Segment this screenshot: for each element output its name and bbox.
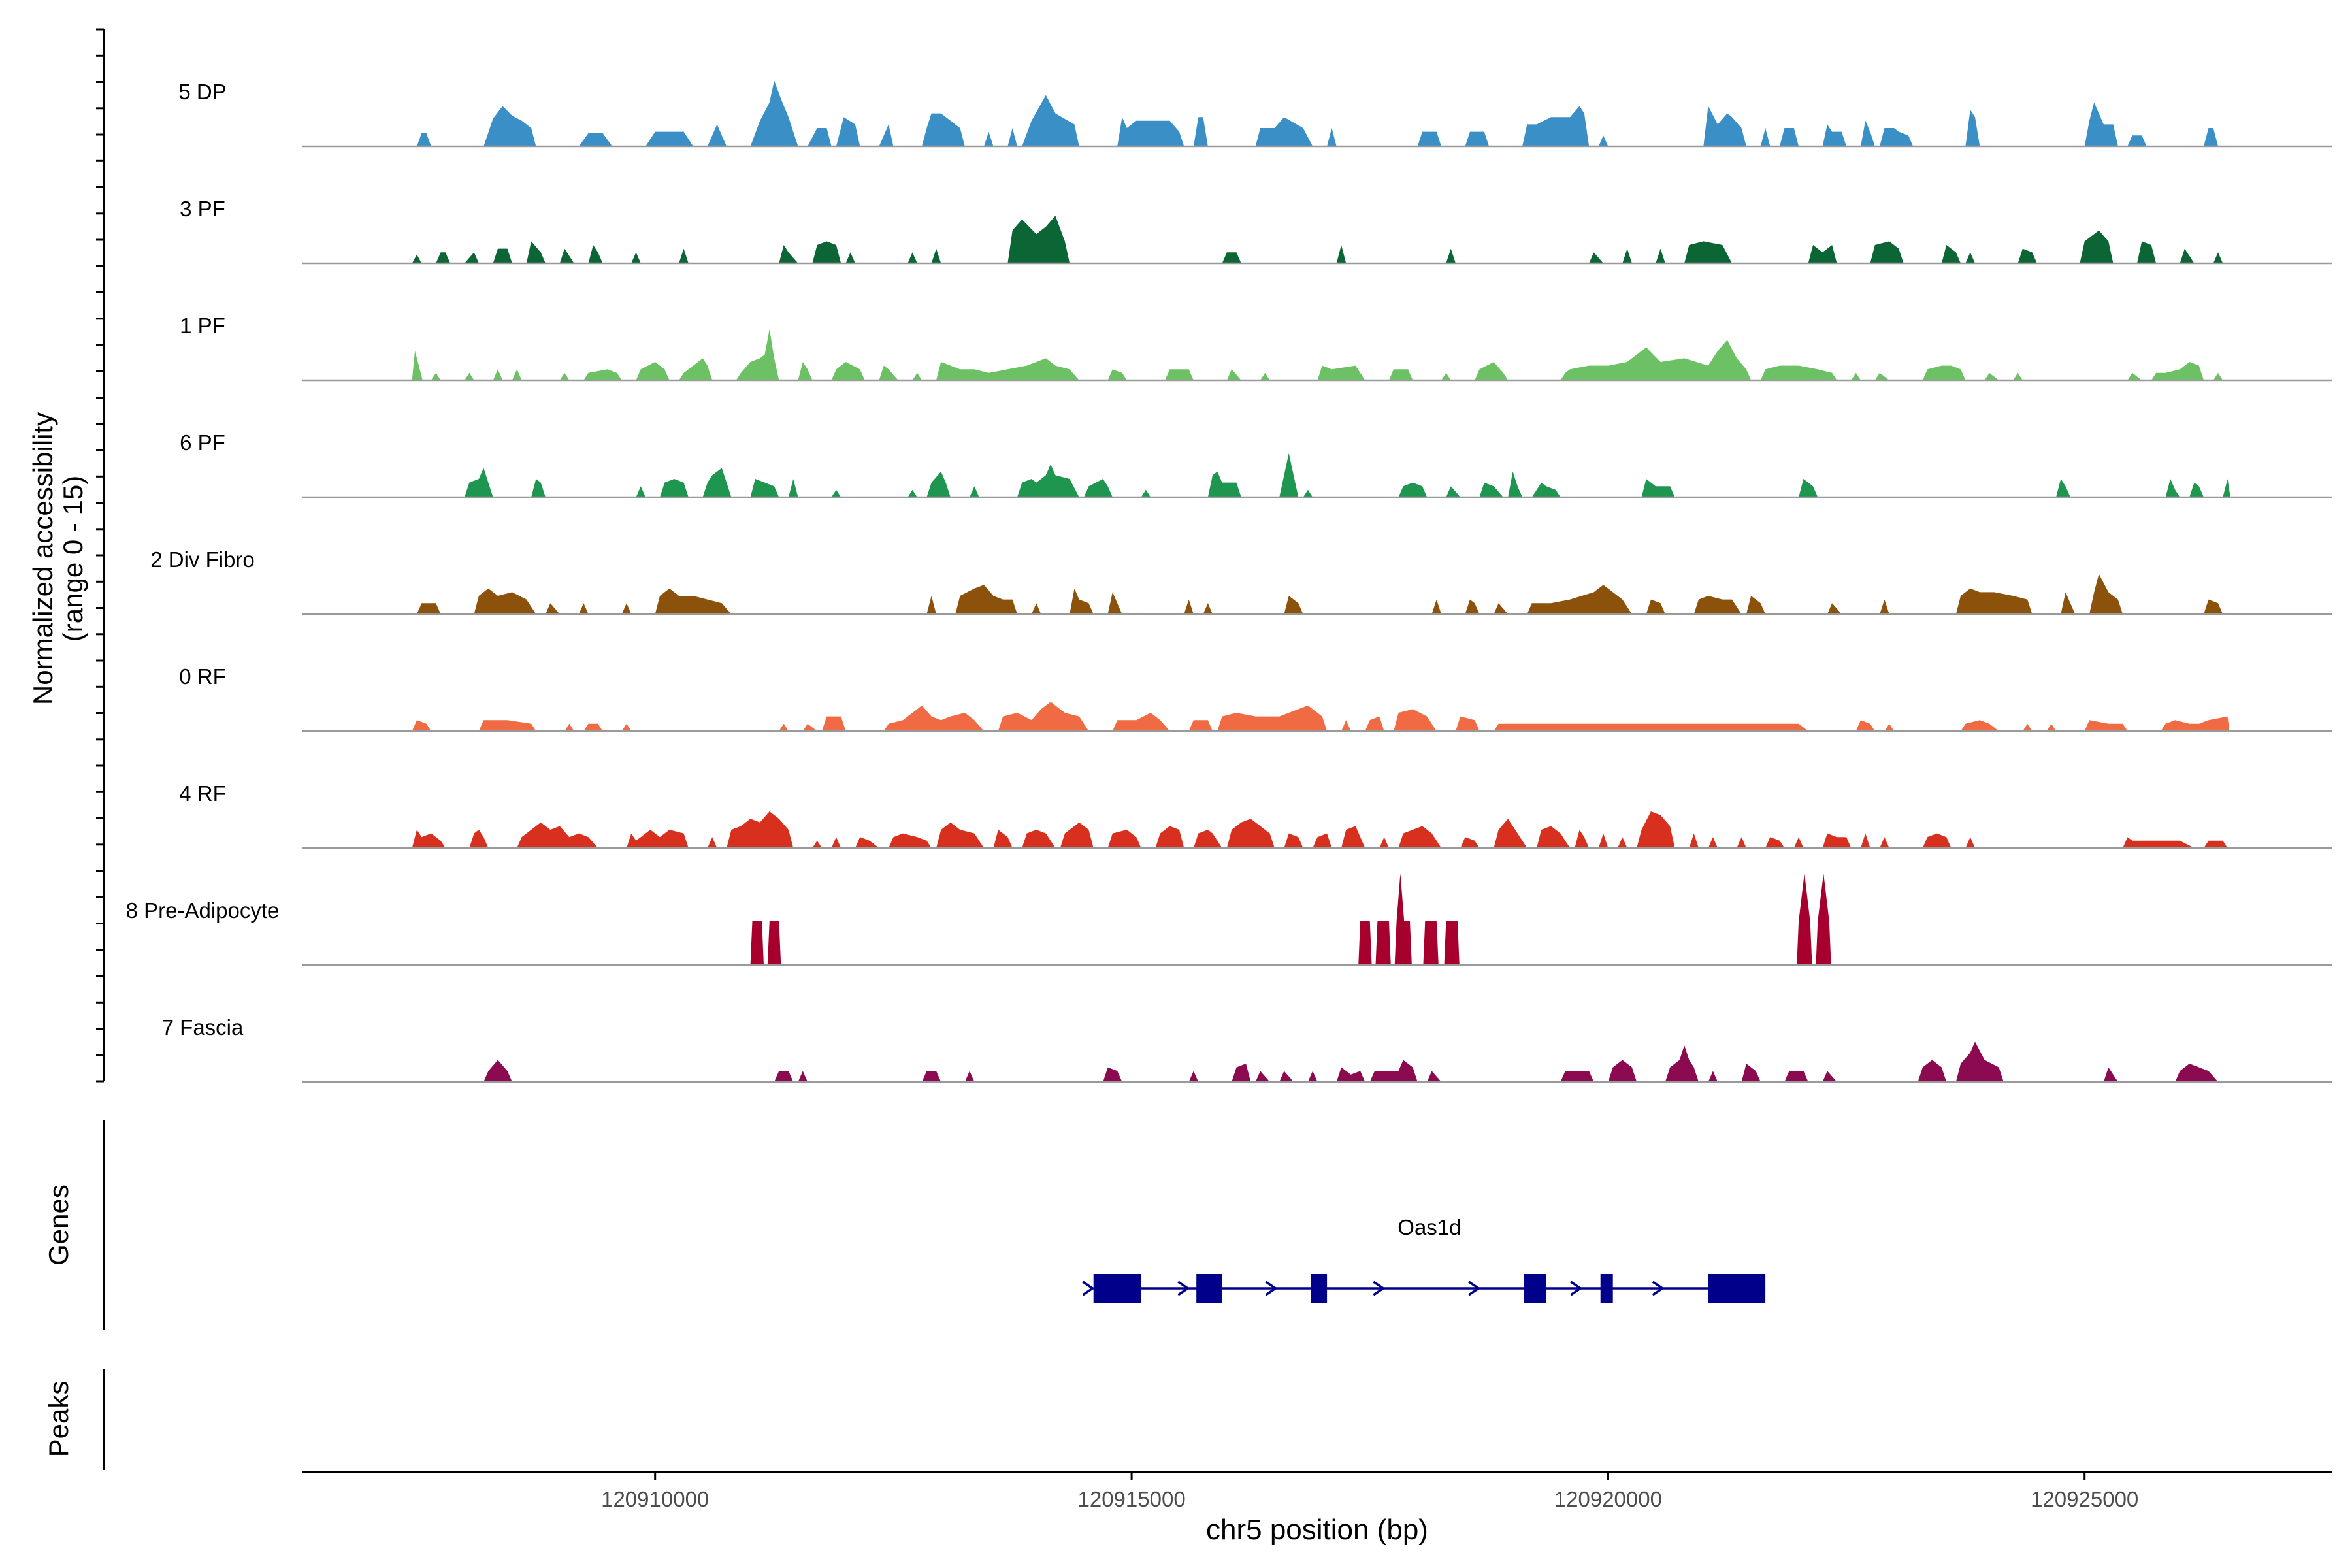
strand-arrow [1177,1281,1190,1296]
track-6-pf: 6 PF [180,431,2332,498]
strand-arrow [1265,1281,1278,1296]
track-area-6-pf [465,453,2230,497]
y-axis-label-line2: (range 0 - 15) [57,476,88,642]
track-label-3-pf: 3 PF [180,197,225,221]
exon [1093,1274,1141,1303]
coverage-tracks: 5 DP 3 PF 1 PF 6 PF 2 Div Fibro 0 RF 4 RF 8 Pre… [126,80,2332,1083]
coverage-y-ticks [96,28,104,1083]
genes-panel-label: Genes [43,1184,74,1266]
track-5-dp: 5 DP [178,80,2332,148]
track-label-7-fascia: 7 Fascia [162,1015,244,1039]
strand-arrow [1082,1281,1095,1296]
track-2-div-fibro: 2 Div Fibro [150,547,2332,615]
x-tick-label: 120925000 [2031,1487,2138,1511]
track-area-5-dp [417,80,2218,146]
track-8-pre-adipocyte: 8 Pre-Adipocyte [126,874,2332,966]
strand-arrow [1373,1281,1386,1296]
x-tick-label: 120910000 [601,1487,709,1511]
exon [1196,1274,1222,1303]
track-area-7-fascia [483,1041,2219,1082]
track-label-0-rf: 0 RF [179,664,226,689]
track-7-fascia: 7 Fascia [162,1015,2332,1083]
gene-track: Oas1d [1082,1215,1766,1303]
track-area-3-pf [412,216,2223,263]
strand-arrow [1468,1281,1481,1296]
track-label-2-div-fibro: 2 Div Fibro [150,547,255,572]
track-label-8-pre-adipocyte: 8 Pre-Adipocyte [126,898,280,923]
track-area-2-div-fibro [417,574,2223,614]
track-area-8-pre-adipocyte [750,874,1831,965]
track-label-6-pf: 6 PF [180,431,225,455]
strand-arrow [1652,1281,1665,1296]
track-label-5-dp: 5 DP [178,80,226,104]
exon [1708,1274,1766,1303]
track-3-pf: 3 PF [180,197,2332,265]
strand-arrow [1570,1281,1583,1296]
gene-name-label: Oas1d [1397,1215,1461,1239]
x-tick-label: 120915000 [1078,1487,1186,1511]
track-area-1-pf [412,329,2223,380]
y-axis-label-line1: Normalized accessibility [27,412,58,705]
track-label-1-pf: 1 PF [180,314,225,338]
track-area-0-rf [412,702,2230,731]
x-axis-ticks: 120910000 120915000 120920000 120925000 [601,1472,2138,1511]
track-label-4-rf: 4 RF [179,781,226,806]
x-axis-title: chr5 position (bp) [1206,1514,1428,1546]
track-area-4-rf [412,811,2228,848]
track-4-rf: 4 RF [179,781,2332,849]
x-tick-label: 120920000 [1554,1487,1662,1511]
exon [1600,1274,1613,1303]
track-1-pf: 1 PF [180,314,2332,382]
exon [1311,1274,1328,1303]
peaks-panel-label: Peaks [43,1381,74,1458]
track-0-rf: 0 RF [179,664,2332,732]
exon [1524,1274,1546,1303]
